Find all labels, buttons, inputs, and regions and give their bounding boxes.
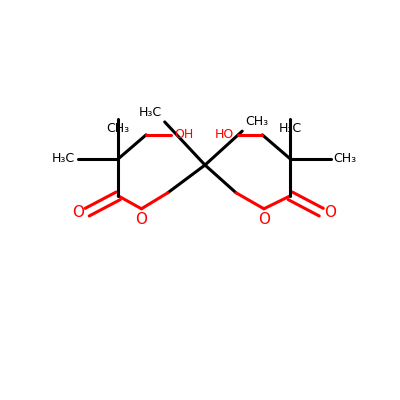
Text: O: O [72, 205, 84, 220]
Text: CH₃: CH₃ [245, 115, 268, 128]
Text: H₃C: H₃C [138, 106, 162, 119]
Text: CH₃: CH₃ [334, 152, 357, 165]
Text: OH: OH [174, 128, 193, 141]
Text: H₃C: H₃C [52, 152, 75, 165]
Text: O: O [324, 205, 336, 220]
Text: O: O [136, 212, 148, 227]
Text: O: O [258, 212, 270, 227]
Text: HO: HO [215, 128, 234, 141]
Text: H₃C: H₃C [279, 122, 302, 135]
Text: CH₃: CH₃ [107, 122, 130, 135]
